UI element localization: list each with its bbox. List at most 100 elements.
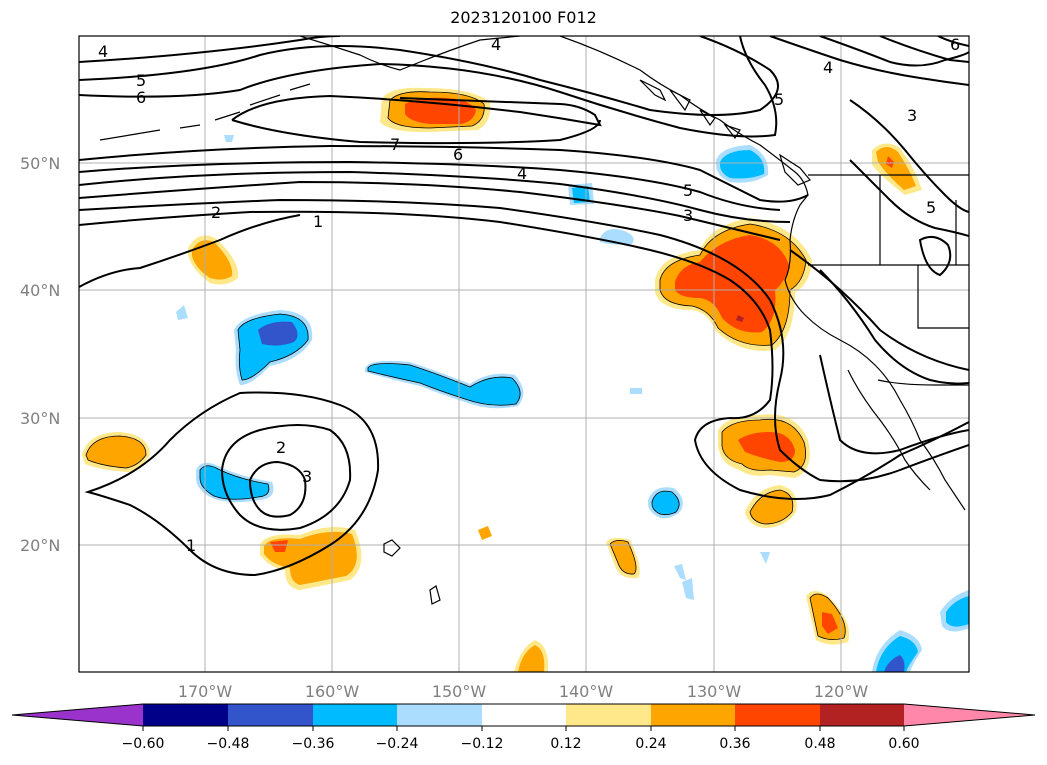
contour-label: 1 bbox=[186, 536, 196, 555]
coastline bbox=[559, 36, 966, 511]
anomaly-patch bbox=[652, 491, 680, 515]
contour-line bbox=[248, 460, 307, 518]
contour-line bbox=[79, 36, 778, 138]
colorbar-extend-low bbox=[12, 704, 143, 726]
contour-line bbox=[879, 36, 969, 63]
lon-label: 130°W bbox=[687, 682, 742, 701]
contour-line bbox=[84, 391, 380, 577]
anomaly-patch bbox=[675, 235, 790, 333]
contour-label: 3 bbox=[683, 206, 693, 225]
contour-label: 3 bbox=[302, 467, 312, 486]
contour-label: 2 bbox=[211, 203, 221, 222]
contour-label: 5 bbox=[136, 71, 146, 90]
lat-label: 30°N bbox=[20, 409, 60, 428]
anomaly-patch bbox=[270, 540, 288, 552]
contour-line bbox=[79, 144, 809, 203]
contour-line bbox=[819, 269, 969, 385]
contour-line bbox=[819, 354, 969, 455]
lon-label: 170°W bbox=[178, 682, 233, 701]
anomaly-patch bbox=[946, 596, 969, 627]
anomaly-patch bbox=[86, 436, 146, 468]
contour-label: 4 bbox=[823, 58, 833, 77]
contour-line bbox=[849, 159, 969, 237]
colorbar-tick-label: −0.12 bbox=[461, 736, 504, 752]
latitude-labels: 50°N 40°N 30°N 20°N bbox=[20, 154, 60, 555]
anomaly-patch bbox=[822, 612, 838, 634]
contour-line bbox=[231, 119, 601, 145]
contour-label: 1 bbox=[313, 212, 323, 231]
coastline bbox=[429, 585, 441, 605]
contour-line bbox=[819, 36, 969, 67]
anomaly-patch bbox=[886, 156, 894, 168]
contour-label: 6 bbox=[453, 145, 463, 164]
lon-label: 140°W bbox=[559, 682, 614, 701]
contour-line bbox=[79, 36, 341, 63]
colorbar-swatch bbox=[820, 704, 904, 726]
colorbar: −0.60 −0.48 −0.36 −0.24 −0.12 0.12 0.24 … bbox=[11, 703, 1036, 752]
lat-label: 50°N bbox=[20, 154, 60, 173]
colorbar-swatch bbox=[735, 704, 820, 726]
contour-label: 7 bbox=[390, 135, 400, 154]
anomaly-patch bbox=[368, 363, 521, 406]
anomaly-patch bbox=[478, 526, 492, 540]
contour-line bbox=[918, 235, 952, 277]
anomaly-patch bbox=[610, 540, 636, 575]
anomaly-patch bbox=[192, 240, 233, 280]
anomaly-patch bbox=[884, 655, 905, 672]
anomaly-patch bbox=[738, 432, 795, 462]
colorbar-tick-label: 0.12 bbox=[550, 736, 581, 752]
anomaly-shading bbox=[82, 87, 969, 672]
coastline bbox=[99, 83, 311, 141]
colorbar-tick-label: 0.36 bbox=[719, 736, 750, 752]
colorbar-tick-label: −0.48 bbox=[207, 736, 250, 752]
anomaly-patch bbox=[258, 321, 298, 346]
contour-line bbox=[79, 160, 781, 211]
contour-label: 5 bbox=[774, 90, 784, 109]
contour-label: 3 bbox=[907, 106, 917, 125]
colorbar-swatch bbox=[313, 704, 397, 726]
anomaly-patch bbox=[876, 147, 916, 190]
anomaly-patch bbox=[760, 552, 770, 564]
lat-label: 20°N bbox=[20, 536, 60, 555]
anomaly-patch bbox=[682, 578, 694, 600]
height-contours bbox=[79, 36, 969, 577]
colorbar-tick-label: 0.24 bbox=[635, 736, 666, 752]
contour-line bbox=[789, 249, 969, 371]
coastline bbox=[639, 79, 741, 140]
contour-label: 6 bbox=[136, 88, 146, 107]
border bbox=[877, 379, 969, 386]
contour-label: 5 bbox=[683, 181, 693, 200]
longitude-labels: 170°W 160°W 150°W 140°W 130°W 120°W bbox=[178, 682, 869, 701]
anomaly-patch bbox=[720, 150, 765, 179]
contour-line bbox=[937, 36, 969, 47]
coastline bbox=[778, 153, 811, 186]
border bbox=[917, 265, 969, 329]
contour-line bbox=[79, 170, 791, 223]
map-area: 4 5 6 7 6 4 2 1 5 3 2 3 1 4 5 4 3 5 6 bbox=[79, 35, 969, 672]
contour-line bbox=[79, 214, 301, 288]
anomaly-patch bbox=[876, 636, 918, 672]
anomaly-patch bbox=[736, 315, 744, 322]
contour-label: 5 bbox=[926, 198, 936, 217]
anomaly-patch bbox=[518, 645, 545, 672]
contour-line bbox=[220, 424, 352, 531]
anomaly-patch bbox=[405, 97, 476, 124]
coastlines bbox=[99, 36, 969, 605]
lat-label: 40°N bbox=[20, 281, 60, 300]
colorbar-swatch bbox=[143, 704, 228, 726]
coastline bbox=[383, 539, 401, 557]
map-frame bbox=[78, 35, 970, 673]
colorbar-tick-label: 0.60 bbox=[888, 736, 919, 752]
contour-line bbox=[79, 36, 779, 116]
contour-label: 2 bbox=[276, 438, 286, 457]
colorbar-tick-label: 0.48 bbox=[804, 736, 835, 752]
contour-label: 4 bbox=[98, 42, 108, 61]
colorbar-swatch bbox=[228, 704, 313, 726]
lon-label: 160°W bbox=[305, 682, 360, 701]
colorbar-tick-label: −0.36 bbox=[292, 736, 335, 752]
anomaly-patch bbox=[630, 388, 642, 394]
contour-label: 4 bbox=[491, 35, 501, 54]
contour-label: 4 bbox=[517, 164, 527, 183]
contour-line bbox=[769, 36, 969, 86]
